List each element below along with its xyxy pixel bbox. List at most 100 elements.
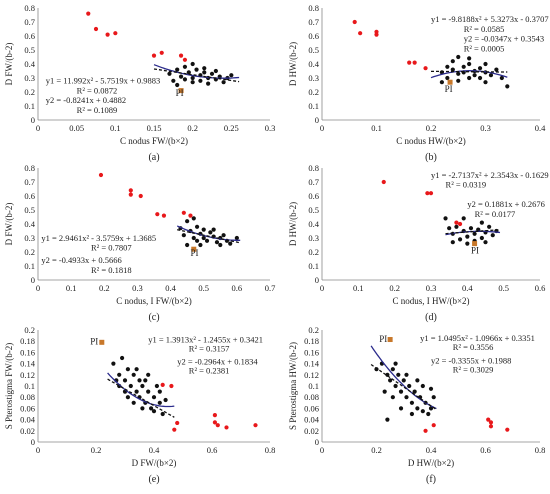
x-tick-label: 0.4 — [149, 445, 160, 455]
data-point — [390, 395, 395, 400]
data-point — [191, 216, 196, 221]
y-tick-label: 0.4 — [308, 219, 319, 229]
outlier-point — [358, 31, 363, 36]
data-point — [128, 383, 133, 389]
data-point — [125, 395, 130, 400]
fit-curve-y1 — [370, 345, 437, 410]
outlier-point — [113, 31, 118, 36]
data-point — [445, 64, 450, 69]
x-tick-label: 0.4 — [165, 283, 176, 293]
data-point — [146, 389, 151, 394]
equation-label: R² = 0.0319 — [446, 180, 487, 190]
x-tick-label: 0.2 — [99, 283, 110, 293]
data-point — [151, 395, 157, 400]
pi-marker — [447, 79, 453, 85]
data-point — [194, 238, 200, 243]
pi-marker — [99, 339, 105, 345]
outlier-point — [182, 57, 188, 62]
x-tick-label: 0.1 — [66, 283, 77, 293]
data-point — [467, 61, 472, 67]
data-point — [157, 389, 162, 394]
y-tick-label: 0.7 — [24, 17, 35, 27]
equation-label: R² = 0.1089 — [77, 105, 118, 115]
equation-label: y1 = 2.9461x² - 3.5759x + 1.3685 — [41, 233, 156, 243]
fit-curve-y1 — [107, 372, 175, 408]
x-axis-label: C nodus HW/(b×2) — [396, 136, 466, 146]
data-point — [134, 389, 139, 394]
data-point — [479, 235, 484, 241]
data-point — [181, 233, 186, 238]
y-tick-label: 0.3 — [308, 73, 319, 83]
data-point — [461, 64, 466, 69]
data-point — [178, 74, 184, 79]
data-point — [447, 226, 452, 231]
panel-label: (f) — [426, 474, 436, 485]
outlier-point — [374, 32, 379, 37]
outlier-point — [151, 53, 157, 58]
x-tick-label: 0.1 — [110, 123, 121, 133]
data-point — [398, 406, 404, 411]
pi-label: PI — [445, 84, 453, 94]
y-tick-label: 0.1 — [308, 381, 319, 391]
data-point — [483, 80, 488, 85]
data-point — [450, 240, 455, 245]
y-tick-label: 0.8 — [24, 163, 35, 173]
data-point — [412, 389, 417, 394]
data-point — [201, 227, 206, 232]
data-point — [468, 226, 474, 231]
fit-line-y2 — [107, 378, 175, 418]
fit-curve-y1 — [153, 64, 240, 79]
pi-marker — [191, 246, 197, 252]
y-tick-label: 0.2 — [308, 325, 319, 335]
equation-label: R² = 0.3029 — [453, 365, 494, 375]
pi-marker — [387, 337, 393, 343]
y-axis-label: D HW/(b-2) — [288, 42, 298, 86]
data-point — [117, 372, 122, 377]
outlier-point — [128, 192, 133, 197]
panel-f: 00.020.040.060.080.10.120.140.160.180.20… — [288, 325, 545, 485]
fit-line-y2 — [431, 70, 508, 73]
y-tick-label: 0.04 — [304, 415, 320, 425]
data-point — [228, 241, 233, 246]
x-tick-label: 0.1 — [353, 283, 364, 293]
data-point — [428, 406, 434, 411]
x-tick-label: 0.5 — [498, 283, 509, 293]
outlier-point — [224, 425, 229, 430]
outlier-point — [159, 50, 164, 55]
data-point — [218, 242, 223, 248]
outlier-point — [486, 417, 491, 422]
data-point — [140, 383, 145, 389]
y-axis-label: S Pterostigma FW/(b-2) — [4, 343, 14, 430]
outlier-point — [155, 212, 160, 217]
equation-label: y2 = -0.2964x + 0.1834 — [177, 357, 258, 367]
data-point — [167, 71, 172, 76]
x-tick-label: 0.5 — [198, 283, 209, 293]
data-point — [182, 64, 188, 69]
outlier-point — [505, 427, 510, 432]
outlier-point — [212, 413, 217, 418]
equation-label: R² = 0.0005 — [464, 43, 505, 53]
x-tick-label: 0.8 — [265, 445, 276, 455]
x-axis-label: C nodus, I HW/(b×2) — [392, 296, 469, 306]
outlier-point — [175, 420, 180, 426]
data-point — [499, 75, 504, 81]
outlier-point — [105, 32, 110, 37]
data-point — [160, 411, 165, 417]
panel-label: (c) — [148, 312, 159, 323]
y-tick-label: 0.3 — [24, 73, 35, 83]
pi-label: PI — [190, 248, 198, 258]
y-tick-label: 0.04 — [20, 415, 36, 425]
data-point — [404, 372, 409, 377]
data-point — [120, 355, 125, 361]
fit-line-y2 — [153, 68, 240, 83]
data-point — [190, 61, 195, 67]
y-tick-label: 0.7 — [24, 177, 35, 187]
y-tick-label: 0.2 — [308, 247, 319, 257]
data-point — [420, 409, 425, 414]
data-point — [382, 389, 387, 394]
fit-line-y2 — [177, 229, 241, 244]
data-point — [213, 68, 218, 74]
x-tick-label: 0.3 — [480, 123, 491, 133]
data-point — [388, 378, 393, 383]
